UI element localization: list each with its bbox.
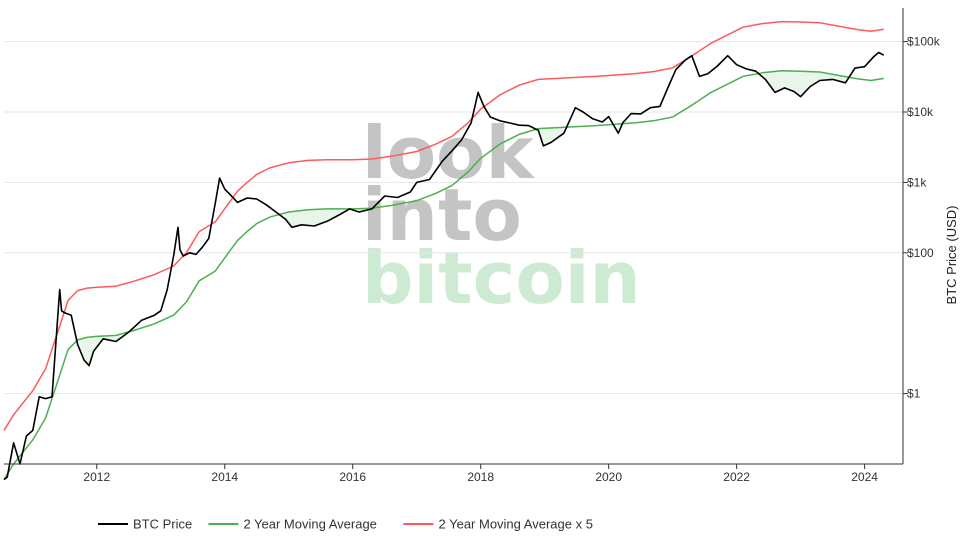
series-lines [3,20,885,481]
grid-lines [4,41,903,395]
y-tick-label-2: $1k [907,175,927,189]
x-tick-label-3: 2018 [467,470,494,484]
y-tick-label-1: $100 [907,246,934,260]
below-ma-fill-7 [765,70,846,97]
y-axis-title: BTC Price (USD) [944,206,959,305]
x-tick-label-0: 2012 [83,470,110,484]
x-tick-label-2: 2016 [339,470,366,484]
y-tick-label-4: $100k [907,35,941,49]
series-line-1 [3,70,884,480]
y-axis-ticks: $1 $100 $1k $10k $100k [903,35,941,401]
watermark: look into bitcoin [362,111,641,320]
legend: BTC Price 2 Year Moving Average 2 Year Mov… [98,517,593,532]
x-tick-label-6: 2024 [851,470,878,484]
series-line-2 [3,20,884,431]
y-tick-label-3: $10k [907,105,934,119]
below-ma-fill-5 [538,127,564,146]
below-ma-fill-2 [77,331,129,366]
watermark-look: look [362,111,536,195]
x-tick-label-5: 2022 [723,470,750,484]
x-tick-label-4: 2020 [595,470,622,484]
x-tick-label-1: 2014 [211,470,238,484]
legend-label-1: 2 Year Moving Average [243,517,376,532]
below-ma-fill-3 [285,208,340,228]
series-line-0 [3,51,885,481]
watermark-into: into [362,173,522,257]
watermark-bitcoin: bitcoin [362,236,641,320]
x-axis-ticks: 2012 2014 2016 2018 2020 2022 2024 [83,464,878,484]
y-tick-label-0: $1 [907,387,921,401]
legend-label-2: 2 Year Moving Average x 5 [439,517,593,532]
legend-label-0: BTC Price [133,517,192,532]
axes [4,8,904,465]
